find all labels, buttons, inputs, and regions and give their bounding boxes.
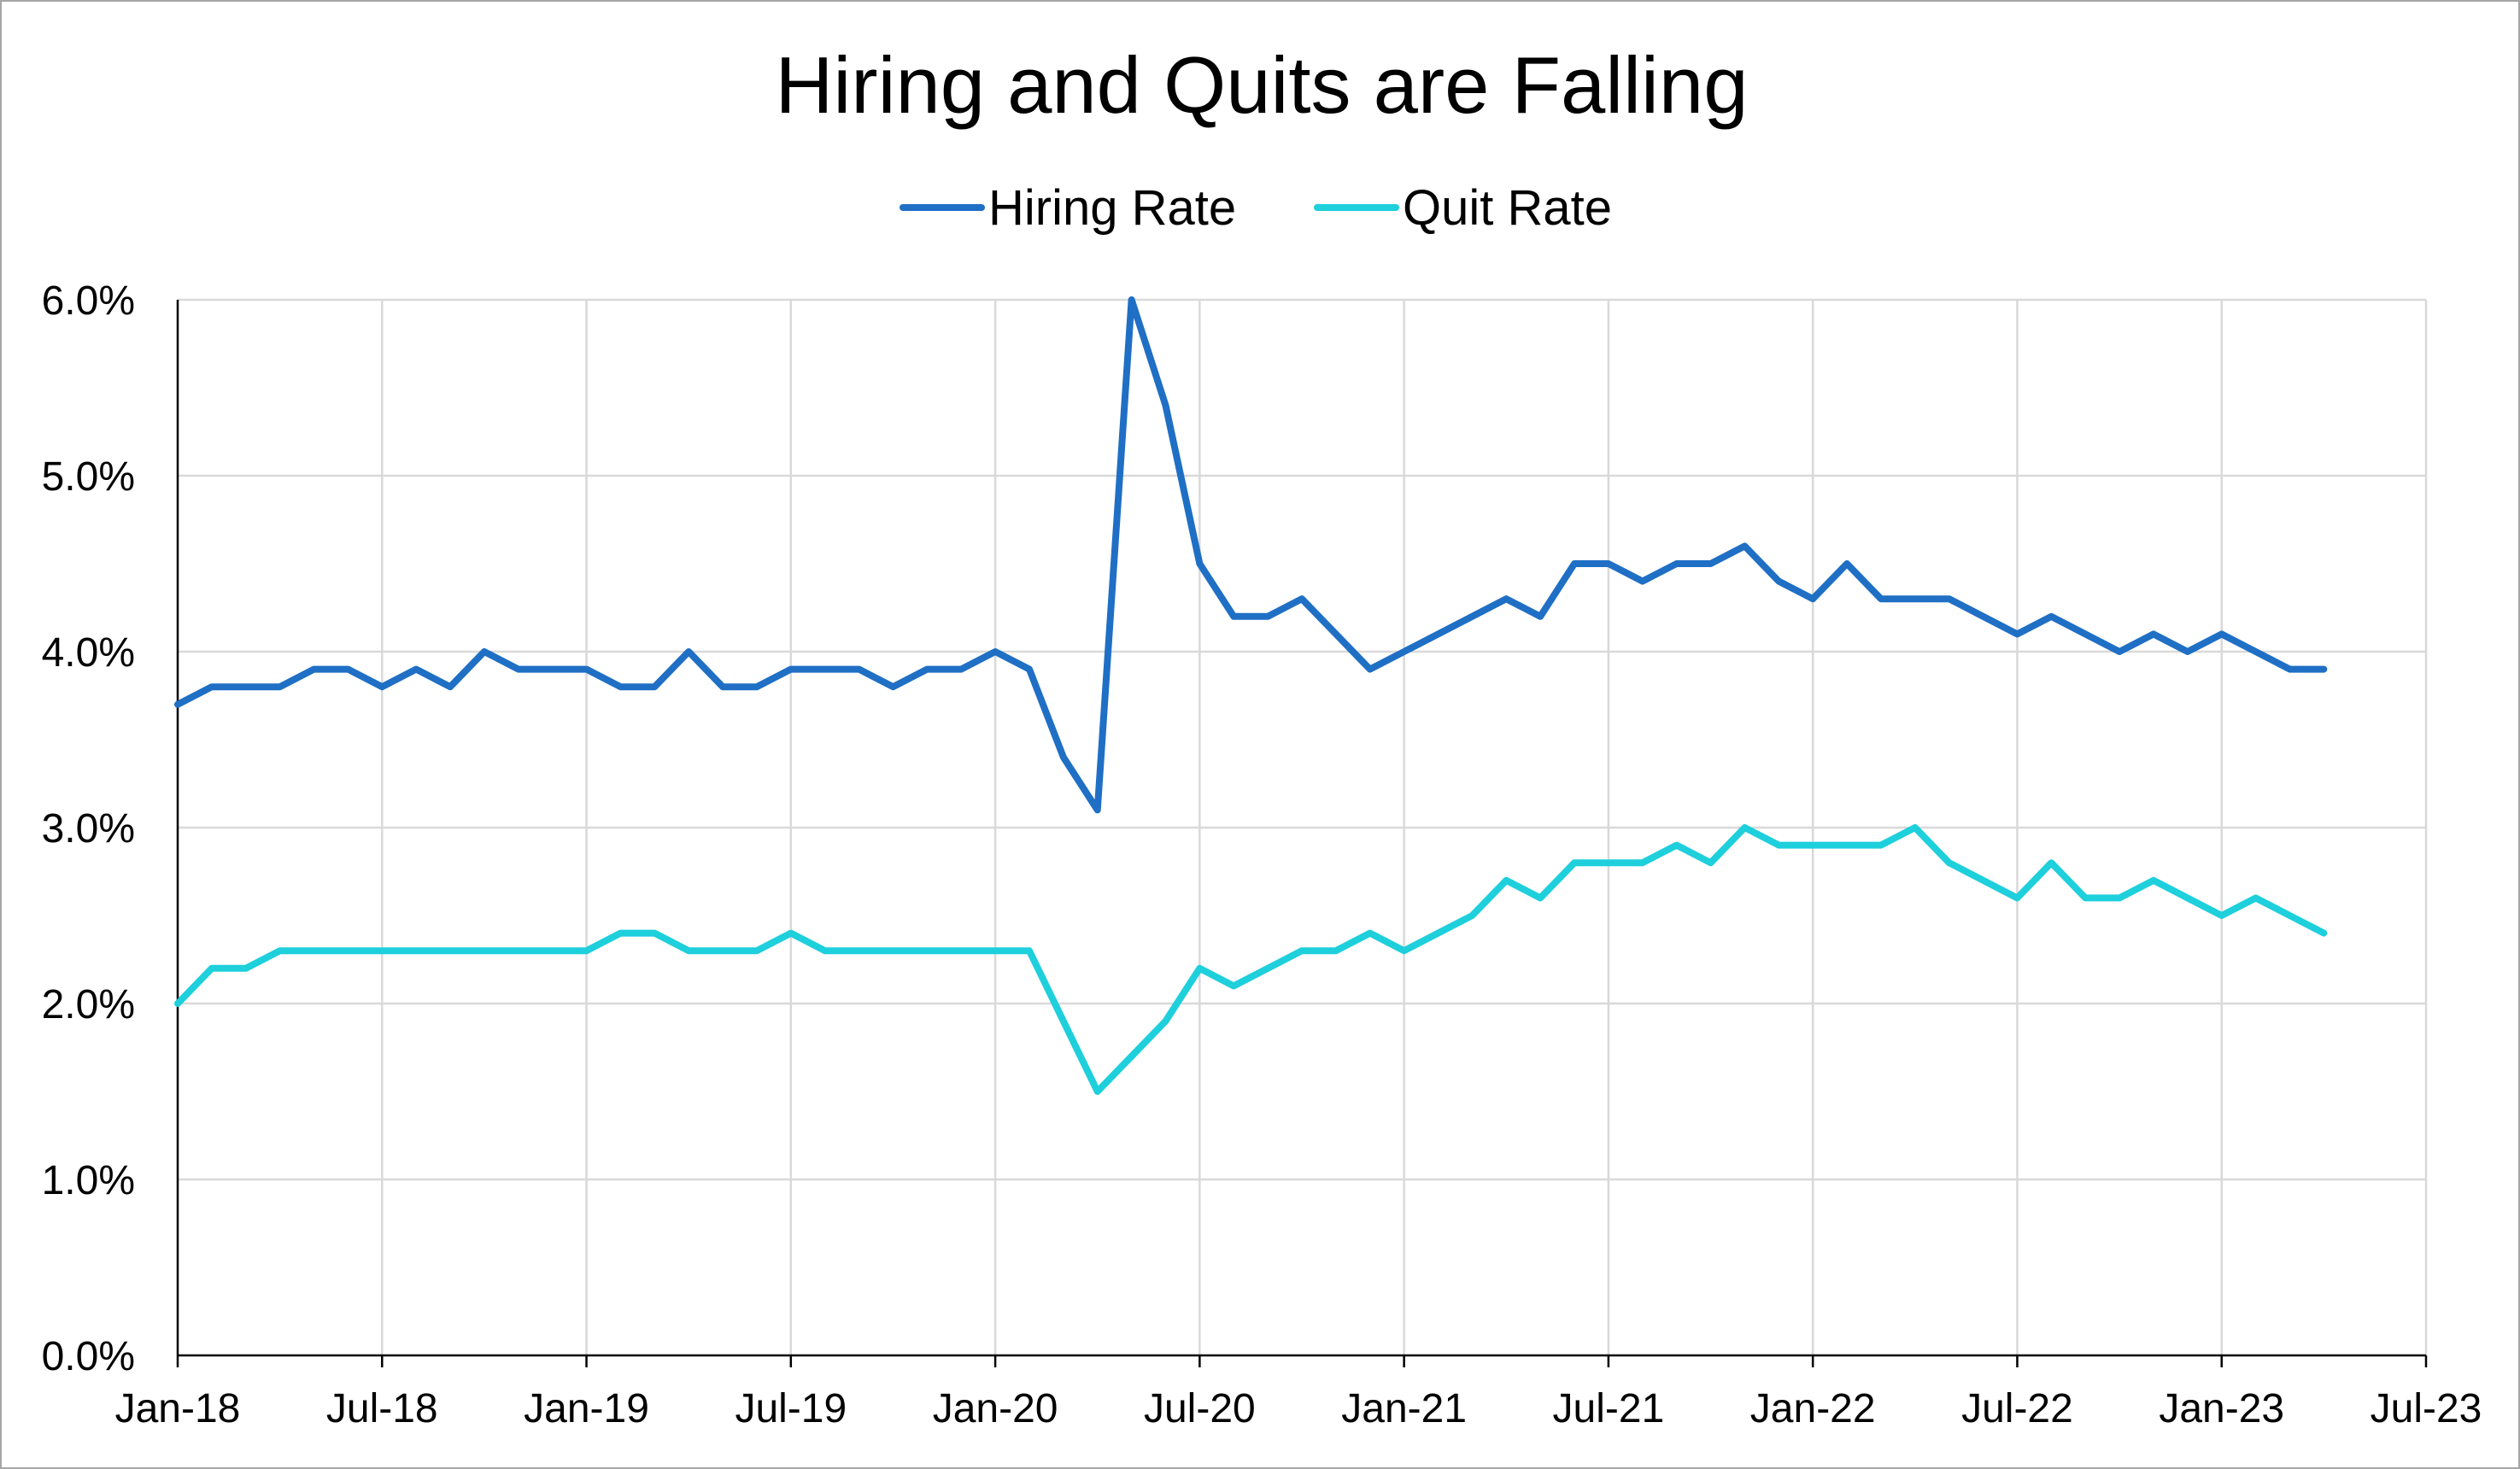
- x-tick-label: Jan-21: [1341, 1386, 1467, 1431]
- chart-title: Hiring and Quits are Falling: [776, 40, 1749, 130]
- x-tick-label: Jul-21: [1553, 1386, 1665, 1431]
- gridlines: [178, 298, 2428, 1355]
- series-line-hiring-rate: [174, 296, 2328, 814]
- legend-item-quit-rate: Quit Rate: [1314, 180, 1612, 236]
- x-tick-label: Jul-19: [735, 1386, 847, 1431]
- y-tick-label: 1.0%: [42, 1158, 135, 1203]
- series: [174, 296, 2328, 1095]
- x-tick-labels: Jan-18 Jul-18 Jan-19 Jul-19 Jan-20 Jul-20 Jan-…: [115, 1386, 2482, 1431]
- y-tick-label: 6.0%: [42, 278, 135, 324]
- x-tick-label: Jan-23: [2159, 1386, 2284, 1431]
- legend: Hiring Rate Quit Rate: [900, 180, 1612, 236]
- series-line-quit-rate: [174, 824, 2328, 1095]
- x-tick-label: Jan-18: [115, 1386, 241, 1431]
- x-tick-label: Jul-22: [1961, 1386, 2073, 1431]
- y-tick-label: 4.0%: [42, 630, 135, 676]
- axes: [176, 300, 2428, 1367]
- legend-label-hiring-rate: Hiring Rate: [988, 180, 1236, 236]
- x-tick-label: Jul-20: [1144, 1386, 1256, 1431]
- y-tick-labels: 0.0% 1.0% 2.0% 3.0% 4.0% 5.0% 6.0%: [42, 278, 135, 1379]
- y-tick-label: 2.0%: [42, 982, 135, 1027]
- y-tick-label: 0.0%: [42, 1334, 135, 1379]
- y-tick-label: 5.0%: [42, 454, 135, 500]
- x-tick-label: Jul-18: [326, 1386, 438, 1431]
- legend-item-hiring-rate: Hiring Rate: [900, 180, 1236, 236]
- x-tick-label: Jul-23: [2371, 1386, 2482, 1431]
- x-tick-label: Jan-19: [524, 1386, 649, 1431]
- legend-label-quit-rate: Quit Rate: [1403, 180, 1612, 236]
- x-tick-label: Jan-22: [1750, 1386, 1876, 1431]
- y-tick-label: 3.0%: [42, 806, 135, 852]
- x-tick-label: Jan-20: [933, 1386, 1058, 1431]
